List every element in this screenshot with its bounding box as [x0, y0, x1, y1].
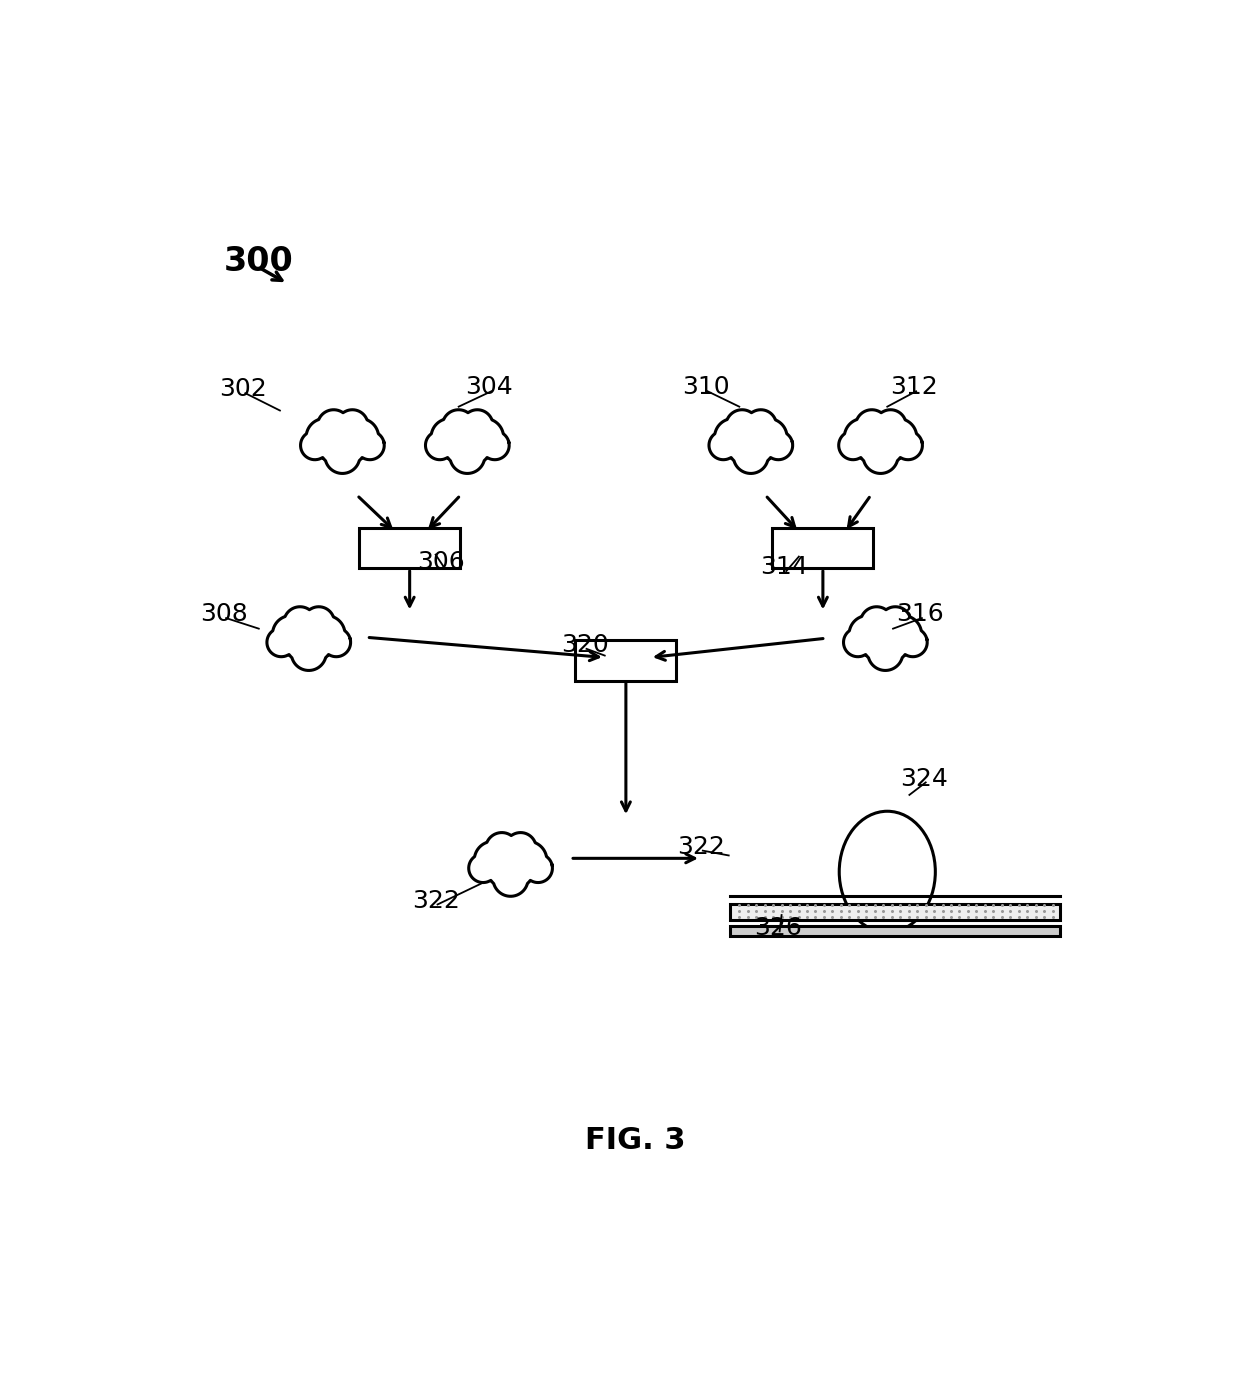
- Bar: [729, 926, 1060, 936]
- Text: FIG. 3: FIG. 3: [585, 1126, 686, 1156]
- Text: 322: 322: [412, 888, 460, 912]
- Text: 322: 322: [677, 835, 725, 859]
- Text: 304: 304: [465, 375, 513, 400]
- Text: 320: 320: [560, 632, 609, 658]
- Text: 326: 326: [754, 915, 802, 940]
- Text: 312: 312: [890, 375, 939, 400]
- Text: 316: 316: [897, 602, 944, 627]
- Bar: [360, 527, 460, 568]
- Text: 308: 308: [201, 602, 248, 627]
- Bar: [575, 641, 676, 680]
- Text: 300: 300: [224, 245, 294, 278]
- Bar: [729, 904, 1060, 919]
- Text: 306: 306: [418, 550, 465, 575]
- Text: 314: 314: [760, 555, 808, 579]
- Bar: [773, 527, 873, 568]
- Text: 324: 324: [900, 767, 947, 790]
- Text: 302: 302: [219, 378, 268, 402]
- Text: 310: 310: [682, 375, 729, 400]
